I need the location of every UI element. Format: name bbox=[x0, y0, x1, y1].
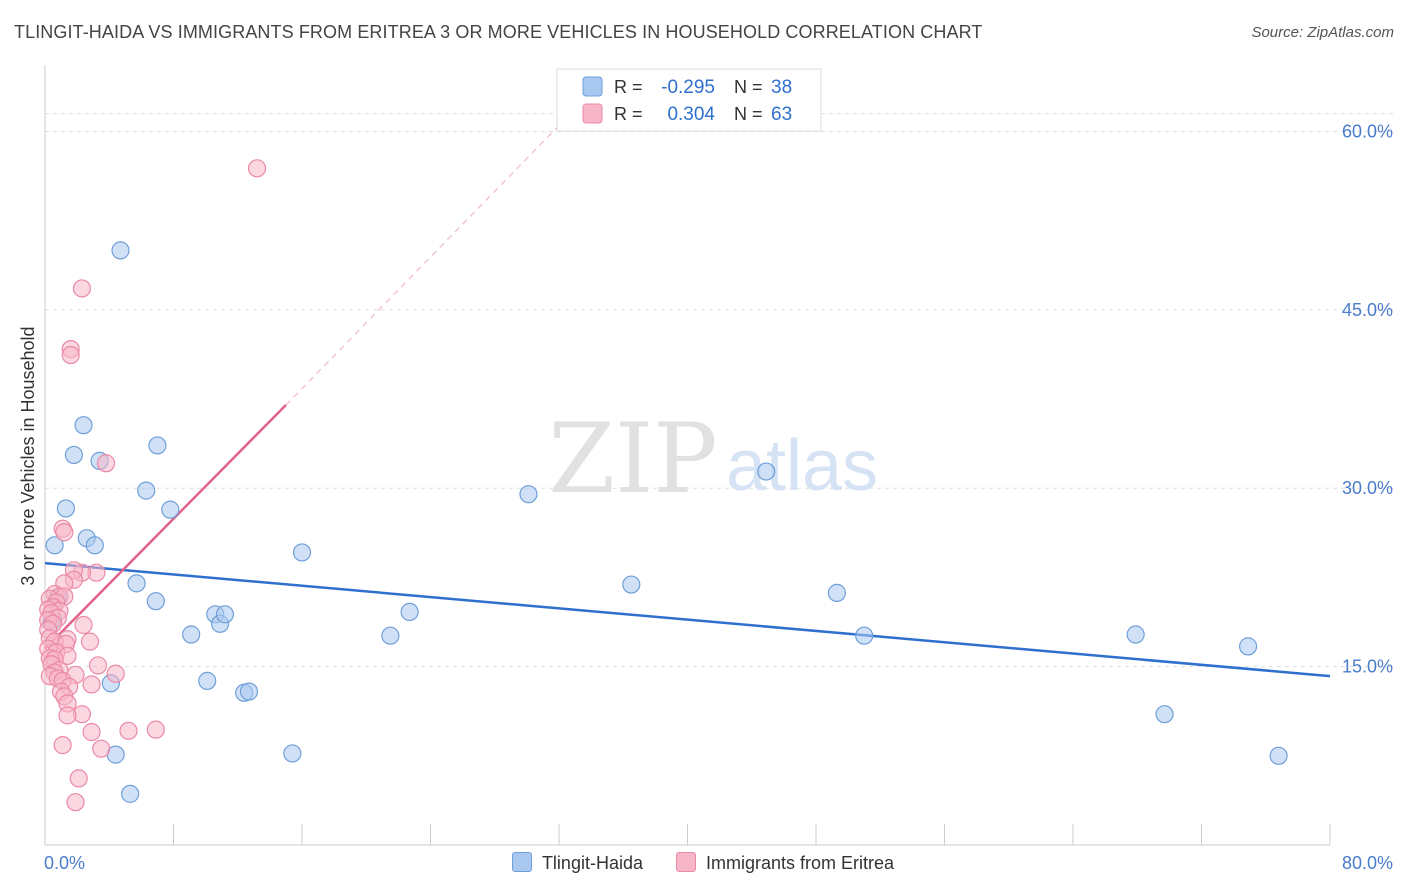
chart-title: TLINGIT-HAIDA VS IMMIGRANTS FROM ERITREA… bbox=[14, 22, 983, 42]
point-tlingit-haida bbox=[56, 499, 75, 518]
point-eritrea bbox=[146, 720, 165, 739]
point-tlingit-haida bbox=[161, 500, 180, 519]
point-tlingit-haida bbox=[400, 602, 419, 622]
axes bbox=[44, 65, 1331, 846]
legend-label-tlingit-haida: Tlingit-Haida bbox=[541, 853, 643, 874]
point-eritrea bbox=[55, 523, 74, 542]
point-tlingit-haida bbox=[146, 592, 165, 611]
point-eritrea bbox=[72, 279, 92, 298]
y-tick-labels: 15.0% 30.0% 45.0% 60.0% bbox=[1342, 121, 1393, 676]
legend-n-value-1: 38 bbox=[771, 77, 792, 98]
point-tlingit-haida bbox=[121, 784, 140, 803]
point-tlingit-haida bbox=[381, 626, 400, 645]
point-tlingit-haida bbox=[855, 626, 874, 645]
legend-box: R = -0.295 N = 38 R = 0.304 N = 63 bbox=[556, 68, 822, 132]
trend-line-eritrea-extension bbox=[285, 125, 560, 406]
legend-swatch-tlingit-haida bbox=[511, 852, 532, 873]
point-eritrea bbox=[88, 656, 108, 675]
point-tlingit-haida bbox=[292, 543, 312, 562]
legend-r-label-2: R = bbox=[614, 104, 643, 124]
point-eritrea bbox=[66, 793, 85, 812]
point-tlingit-haida bbox=[827, 583, 846, 602]
gridlines bbox=[45, 113, 1393, 668]
point-eritrea bbox=[53, 736, 72, 755]
point-eritrea bbox=[58, 706, 77, 725]
point-tlingit-haida bbox=[283, 744, 302, 763]
point-eritrea bbox=[247, 159, 267, 178]
point-tlingit-haida bbox=[198, 671, 217, 690]
point-tlingit-haida bbox=[74, 416, 93, 435]
legend-r-label-1: R = bbox=[614, 77, 643, 97]
point-tlingit-haida bbox=[45, 536, 64, 555]
point-tlingit-haida bbox=[1126, 625, 1145, 644]
point-eritrea bbox=[82, 675, 101, 694]
legend-n-value-2: 63 bbox=[771, 104, 792, 125]
point-tlingit-haida bbox=[64, 445, 84, 465]
legend-r-value-1: -0.295 bbox=[661, 77, 715, 98]
point-tlingit-haida bbox=[622, 575, 641, 594]
source-label: Source: ZipAtlas.com bbox=[1251, 24, 1394, 41]
y-tick-label: 60.0% bbox=[1342, 121, 1393, 141]
point-eritrea bbox=[61, 345, 80, 365]
point-eritrea bbox=[92, 739, 111, 758]
legend-swatch-blue bbox=[582, 76, 603, 97]
point-tlingit-haida bbox=[85, 536, 104, 555]
point-tlingit-haida bbox=[239, 682, 259, 701]
series-legend: Tlingit-Haida Immigrants from Eritrea bbox=[0, 852, 1406, 874]
legend-item-eritrea: Immigrants from Eritrea bbox=[676, 852, 894, 874]
data-points bbox=[39, 159, 1288, 812]
point-tlingit-haida bbox=[182, 625, 201, 644]
point-eritrea bbox=[74, 615, 93, 635]
trend-lines bbox=[44, 125, 1331, 678]
point-tlingit-haida bbox=[137, 481, 156, 500]
y-tick-label: 15.0% bbox=[1342, 657, 1393, 677]
point-tlingit-haida bbox=[215, 605, 234, 624]
legend-swatch-pink bbox=[582, 103, 603, 124]
x-tick-label-max: 80.0% bbox=[1342, 853, 1393, 873]
legend-n-label-1: N = bbox=[734, 77, 763, 97]
trend-line-tlingit-haida bbox=[44, 561, 1331, 678]
watermark-atlas: atlas bbox=[726, 426, 878, 506]
y-tick-label: 30.0% bbox=[1342, 478, 1393, 498]
legend-swatch-eritrea bbox=[676, 852, 696, 873]
point-tlingit-haida bbox=[1269, 746, 1288, 765]
legend-r-value-2: 0.304 bbox=[667, 104, 715, 125]
point-eritrea bbox=[69, 769, 88, 788]
legend-item-tlingit-haida: Tlingit-Haida bbox=[511, 852, 643, 874]
watermark-zip: ZIP bbox=[548, 403, 717, 515]
point-eritrea bbox=[80, 632, 100, 651]
x-tick-label-min: 0.0% bbox=[44, 853, 85, 873]
legend-n-label-2: N = bbox=[734, 104, 763, 124]
legend-label-eritrea: Immigrants from Eritrea bbox=[706, 853, 895, 874]
trend-line-eritrea bbox=[44, 404, 287, 650]
point-tlingit-haida bbox=[519, 485, 538, 504]
point-eritrea bbox=[96, 454, 116, 473]
point-tlingit-haida bbox=[757, 462, 776, 481]
y-axis-label: 3 or more Vehicles in Household bbox=[18, 326, 38, 585]
point-tlingit-haida bbox=[111, 241, 130, 260]
point-tlingit-haida bbox=[148, 436, 167, 455]
point-eritrea bbox=[119, 721, 138, 740]
point-tlingit-haida bbox=[1155, 705, 1174, 724]
point-eritrea bbox=[82, 722, 101, 742]
point-tlingit-haida bbox=[1238, 637, 1258, 656]
y-tick-label: 45.0% bbox=[1342, 300, 1393, 320]
point-tlingit-haida bbox=[127, 574, 146, 593]
point-eritrea bbox=[106, 664, 125, 683]
